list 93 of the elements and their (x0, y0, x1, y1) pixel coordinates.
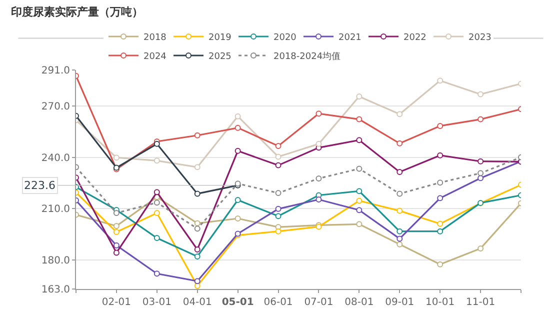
point (113, 154, 120, 161)
y-tick-label: 291.0 (41, 66, 70, 76)
point (194, 164, 200, 170)
point (316, 196, 322, 203)
point (275, 142, 282, 149)
point (194, 246, 200, 252)
point (154, 270, 160, 277)
point (437, 261, 444, 268)
x-tick-label: 10-01 (426, 297, 455, 308)
point (356, 116, 362, 122)
legend-label: 2019 (208, 33, 232, 44)
point (356, 188, 362, 194)
point (113, 223, 120, 230)
point (437, 180, 444, 186)
point (234, 113, 241, 120)
legend-label: 2018 (144, 33, 167, 44)
point (396, 208, 403, 214)
point (356, 221, 362, 228)
point (396, 168, 403, 175)
point (478, 158, 484, 164)
x-tick-label: 02-01 (102, 297, 131, 308)
point (356, 198, 362, 204)
x-tick-label: 04-01 (182, 297, 212, 308)
point (154, 235, 160, 242)
point (113, 229, 120, 236)
x-tick-label: 03-01 (142, 297, 172, 308)
point (478, 116, 484, 122)
y-tick-label: 270.0 (41, 101, 70, 112)
point (275, 162, 282, 168)
point (396, 140, 403, 146)
x-tick-label: 08-01 (344, 297, 374, 308)
point (275, 206, 282, 212)
point (356, 137, 362, 144)
legend-label: 2018-2024均值 (274, 51, 341, 62)
x-tick-label: 07-01 (304, 297, 334, 308)
point (396, 190, 403, 197)
y-tick-label: 163.0 (41, 284, 70, 296)
point (437, 78, 444, 84)
point (275, 213, 282, 220)
x-tick-label: 06-01 (264, 297, 293, 308)
point (437, 195, 444, 202)
point (154, 200, 160, 206)
point (194, 132, 200, 138)
point (234, 124, 241, 131)
point (154, 189, 160, 196)
point (396, 241, 403, 248)
point (356, 166, 362, 172)
point (437, 122, 444, 129)
point (113, 210, 120, 216)
point (154, 210, 160, 216)
y-tick-label: 210.0 (41, 204, 70, 216)
point (437, 228, 444, 234)
point (478, 91, 484, 98)
point (478, 175, 484, 182)
point (478, 170, 484, 176)
legend-label: 2025 (208, 52, 232, 62)
x-tick-label: 11-01 (466, 297, 496, 308)
point (316, 110, 322, 117)
point (356, 94, 362, 100)
point (396, 228, 403, 234)
point (356, 207, 362, 214)
point (113, 250, 120, 256)
point (194, 190, 200, 197)
point (478, 245, 484, 252)
point (234, 216, 241, 222)
legend-label: 2022 (404, 33, 426, 44)
point (275, 228, 282, 234)
point (275, 190, 282, 196)
point (316, 175, 322, 182)
point (234, 148, 241, 154)
point (316, 140, 322, 147)
x-tick-label: 09-01 (385, 297, 414, 308)
y-tick-label: 240.0 (41, 152, 70, 164)
point (275, 154, 282, 160)
point (234, 197, 241, 204)
point (194, 220, 200, 226)
point (113, 242, 120, 248)
legend-label: 2024 (144, 52, 167, 62)
legend-label: 2021 (338, 33, 362, 44)
legend-label: 2020 (274, 33, 297, 44)
point (194, 278, 200, 284)
point (437, 152, 444, 158)
point (437, 220, 444, 227)
point (194, 253, 200, 260)
annotation: 223.6 (24, 179, 56, 192)
point (194, 226, 200, 232)
y-tick-label: 180.0 (41, 255, 70, 266)
point (396, 111, 403, 118)
point (396, 236, 403, 242)
point (154, 158, 160, 164)
chart-title: 印度尿素实际产量（万吨） (11, 6, 143, 19)
x-tick-label: 05-01 (222, 297, 254, 308)
legend-label: 2023 (468, 33, 492, 44)
